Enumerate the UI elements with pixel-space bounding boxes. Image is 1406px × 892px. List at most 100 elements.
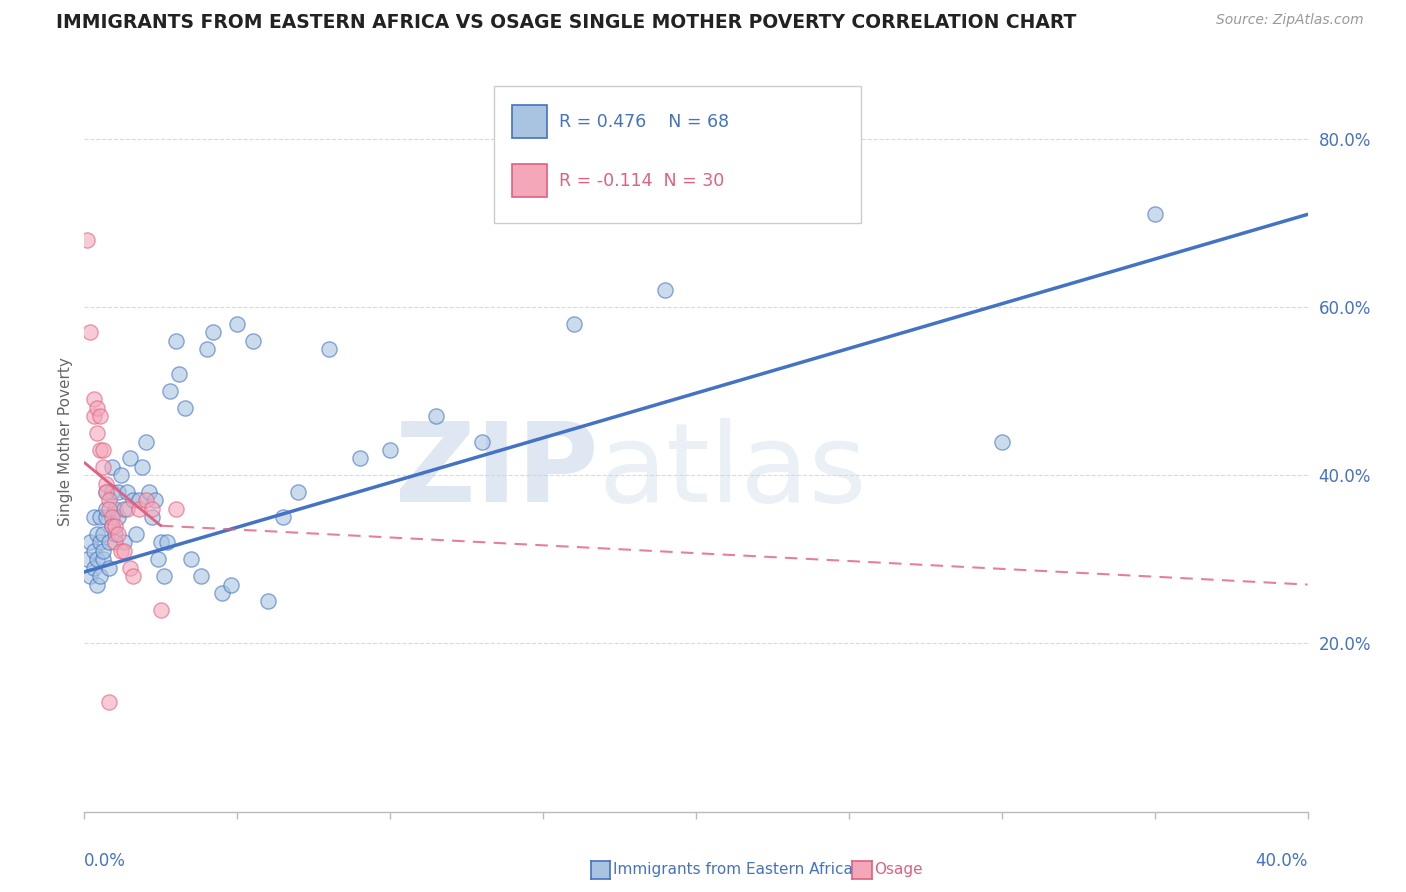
Text: R = 0.476    N = 68: R = 0.476 N = 68 — [560, 112, 730, 131]
Point — [107, 510, 129, 524]
Text: Immigrants from Eastern Africa: Immigrants from Eastern Africa — [613, 863, 853, 877]
Point — [135, 493, 157, 508]
Point — [101, 510, 124, 524]
Point — [131, 459, 153, 474]
Point — [167, 368, 190, 382]
Point — [94, 485, 117, 500]
Point — [257, 594, 280, 608]
Point — [271, 510, 294, 524]
Point — [86, 401, 108, 415]
Point — [91, 442, 114, 457]
Point — [91, 527, 114, 541]
Point — [153, 569, 176, 583]
Point — [86, 552, 108, 566]
Point — [141, 501, 163, 516]
Point — [83, 544, 105, 558]
Point — [104, 535, 127, 549]
Point — [128, 493, 150, 508]
Point — [94, 510, 117, 524]
Point — [128, 501, 150, 516]
Point — [76, 552, 98, 566]
Text: ZIP: ZIP — [395, 417, 598, 524]
Point — [107, 485, 129, 500]
FancyBboxPatch shape — [494, 87, 860, 223]
Point — [226, 317, 249, 331]
Point — [112, 544, 135, 558]
Point — [115, 485, 138, 500]
Point — [165, 501, 187, 516]
Text: IMMIGRANTS FROM EASTERN AFRICA VS OSAGE SINGLE MOTHER POVERTY CORRELATION CHART: IMMIGRANTS FROM EASTERN AFRICA VS OSAGE … — [56, 13, 1077, 32]
Point — [91, 459, 114, 474]
Point — [122, 493, 145, 508]
Point — [122, 569, 145, 583]
Point — [94, 501, 117, 516]
Point — [159, 384, 181, 398]
Text: Osage: Osage — [875, 863, 924, 877]
Point — [79, 325, 101, 339]
Point — [89, 569, 111, 583]
Point — [135, 434, 157, 449]
Point — [83, 392, 105, 407]
Point — [76, 233, 98, 247]
Point — [242, 334, 264, 348]
Point — [380, 442, 402, 457]
Point — [79, 535, 101, 549]
Point — [471, 434, 494, 449]
Point — [112, 535, 135, 549]
Point — [174, 401, 197, 415]
Point — [83, 560, 105, 574]
Point — [91, 544, 114, 558]
Point — [149, 603, 172, 617]
Text: R = -0.114  N = 30: R = -0.114 N = 30 — [560, 172, 724, 190]
Point — [97, 501, 120, 516]
Point — [86, 426, 108, 441]
Point — [89, 442, 111, 457]
Point — [97, 493, 120, 508]
Point — [83, 409, 105, 424]
Point — [654, 283, 676, 297]
Point — [211, 586, 233, 600]
Point — [180, 552, 202, 566]
Text: Source: ZipAtlas.com: Source: ZipAtlas.com — [1216, 13, 1364, 28]
Point — [138, 485, 160, 500]
Point — [120, 451, 142, 466]
Point — [195, 342, 218, 356]
Point — [318, 342, 340, 356]
Point — [141, 510, 163, 524]
Point — [165, 334, 187, 348]
Point — [110, 468, 132, 483]
Point — [86, 577, 108, 591]
Point — [101, 518, 124, 533]
Point — [97, 535, 120, 549]
Point — [86, 527, 108, 541]
Point — [143, 493, 166, 508]
Point — [83, 510, 105, 524]
Point — [287, 485, 309, 500]
Point — [101, 518, 124, 533]
Point — [94, 485, 117, 500]
Point — [89, 535, 111, 549]
Point — [156, 535, 179, 549]
Point — [219, 577, 242, 591]
Point — [425, 409, 447, 424]
Point — [89, 409, 111, 424]
Point — [562, 317, 585, 331]
Point — [97, 695, 120, 709]
Point — [991, 434, 1014, 449]
Point — [112, 501, 135, 516]
Point — [190, 569, 212, 583]
Point — [104, 501, 127, 516]
Point — [125, 527, 148, 541]
Point — [101, 459, 124, 474]
Point — [89, 510, 111, 524]
Point — [120, 560, 142, 574]
Text: 40.0%: 40.0% — [1256, 853, 1308, 871]
Point — [146, 552, 169, 566]
Point — [115, 501, 138, 516]
Text: atlas: atlas — [598, 417, 866, 524]
Text: 0.0%: 0.0% — [84, 853, 127, 871]
Point — [1143, 207, 1166, 221]
Point — [107, 527, 129, 541]
Point — [349, 451, 371, 466]
FancyBboxPatch shape — [513, 104, 547, 138]
